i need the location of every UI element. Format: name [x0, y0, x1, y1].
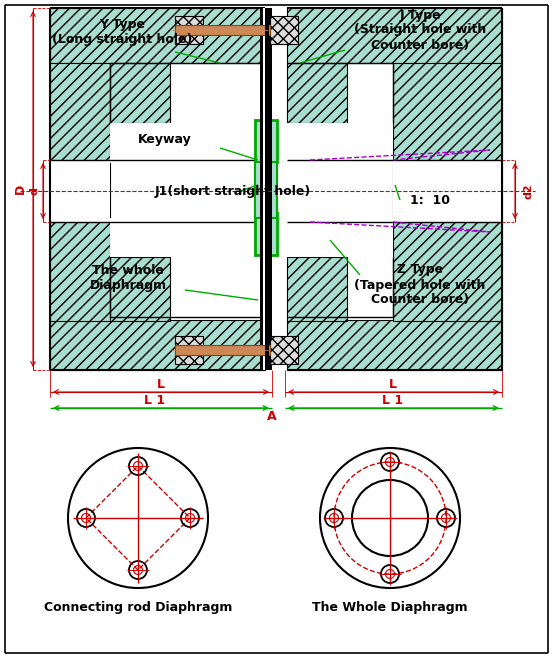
- Polygon shape: [175, 25, 270, 35]
- Polygon shape: [263, 8, 268, 370]
- Polygon shape: [50, 160, 110, 222]
- Polygon shape: [287, 63, 347, 123]
- Polygon shape: [270, 16, 298, 44]
- Polygon shape: [287, 257, 347, 321]
- Polygon shape: [175, 16, 203, 44]
- Polygon shape: [255, 213, 277, 255]
- Text: L 1: L 1: [144, 395, 165, 407]
- Text: L: L: [157, 378, 165, 392]
- Polygon shape: [175, 336, 203, 364]
- Polygon shape: [110, 63, 170, 123]
- Polygon shape: [270, 336, 298, 364]
- Text: Y Type
(Long straight hole): Y Type (Long straight hole): [52, 18, 192, 46]
- Polygon shape: [255, 162, 277, 218]
- Text: Keyway: Keyway: [138, 134, 192, 147]
- Polygon shape: [50, 8, 265, 63]
- Text: The whole
Diaphragm: The whole Diaphragm: [90, 264, 166, 292]
- Text: J Type
(Straight hole with
Counter bore): J Type (Straight hole with Counter bore): [354, 9, 486, 51]
- Text: L: L: [389, 378, 397, 392]
- Text: A: A: [267, 409, 277, 422]
- Text: d: d: [30, 187, 40, 195]
- Text: Z Type
(Tapered hole with
Counter bore): Z Type (Tapered hole with Counter bore): [354, 263, 486, 307]
- Polygon shape: [287, 320, 502, 370]
- Polygon shape: [50, 320, 265, 370]
- Polygon shape: [110, 257, 170, 321]
- Polygon shape: [50, 63, 110, 321]
- Polygon shape: [393, 160, 502, 222]
- Polygon shape: [265, 8, 269, 370]
- Polygon shape: [110, 218, 265, 257]
- Polygon shape: [175, 345, 270, 355]
- Text: D: D: [13, 184, 27, 194]
- Polygon shape: [110, 123, 265, 163]
- Polygon shape: [287, 8, 502, 63]
- Text: 1:  10: 1: 10: [410, 193, 450, 207]
- Text: J1(short straight hole): J1(short straight hole): [155, 184, 311, 197]
- Text: The Whole Diaphragm: The Whole Diaphragm: [312, 601, 468, 615]
- Polygon shape: [287, 218, 393, 257]
- Polygon shape: [260, 8, 272, 370]
- Polygon shape: [287, 123, 393, 163]
- Text: Connecting rod Diaphragm: Connecting rod Diaphragm: [44, 601, 232, 615]
- Text: d2: d2: [523, 183, 533, 199]
- Polygon shape: [255, 120, 277, 162]
- Text: L 1: L 1: [383, 395, 404, 407]
- Polygon shape: [393, 63, 502, 321]
